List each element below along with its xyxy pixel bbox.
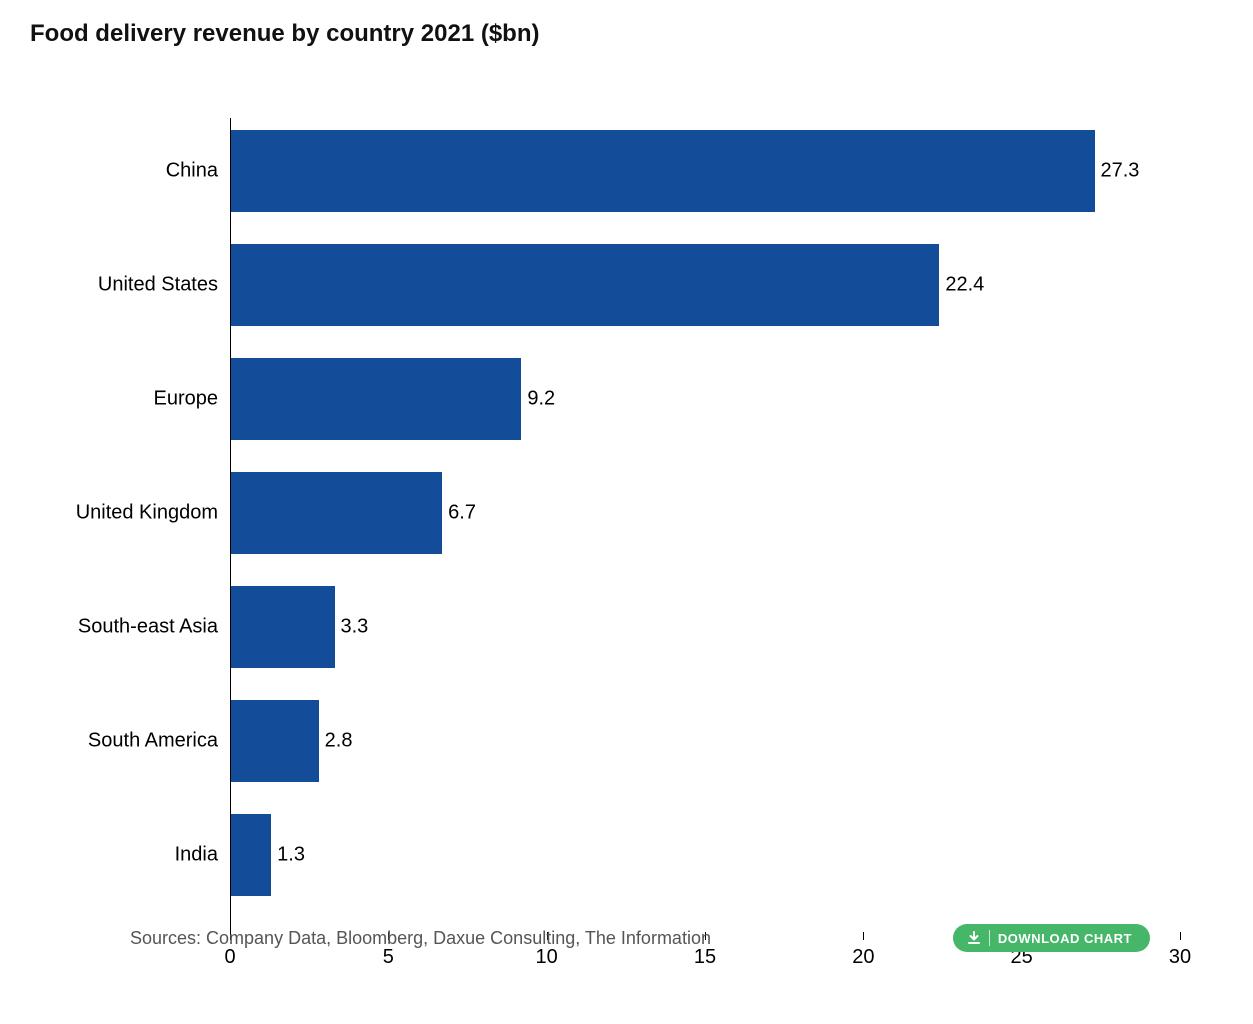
download-button-label: DOWNLOAD CHART xyxy=(998,931,1132,946)
bar-value-label: 27.3 xyxy=(1101,160,1140,183)
bar-value-label: 3.3 xyxy=(341,616,369,639)
button-divider xyxy=(989,930,990,946)
y-axis-label: United States xyxy=(30,274,218,297)
chart-plot-area: China 27.3 United States 22.4 Europe 9.2 Unite… xyxy=(30,68,1180,978)
y-axis-label: China xyxy=(30,160,218,183)
chart-title: Food delivery revenue by country 2021 ($… xyxy=(30,20,1203,48)
bar xyxy=(230,358,521,440)
y-axis-label: Europe xyxy=(30,388,218,411)
bar xyxy=(230,244,939,326)
chart-container: Food delivery revenue by country 2021 ($… xyxy=(0,0,1253,1024)
bar xyxy=(230,814,271,896)
y-axis-label: United Kingdom xyxy=(30,502,218,525)
bar-value-label: 22.4 xyxy=(945,274,984,297)
bar xyxy=(230,700,319,782)
bar xyxy=(230,130,1095,212)
y-axis-label: India xyxy=(30,844,218,867)
bar xyxy=(230,586,335,668)
download-chart-button[interactable]: DOWNLOAD CHART xyxy=(953,924,1150,952)
y-axis-label: South-east Asia xyxy=(30,616,218,639)
sources-text: Sources: Company Data, Bloomberg, Daxue … xyxy=(130,928,711,949)
bar-value-label: 6.7 xyxy=(448,502,476,525)
bar-value-label: 9.2 xyxy=(527,388,555,411)
bar xyxy=(230,472,442,554)
x-tick-label: 30 xyxy=(1169,946,1191,969)
bar-value-label: 1.3 xyxy=(277,844,305,867)
download-icon xyxy=(967,931,981,945)
x-tick xyxy=(1180,932,1181,940)
y-axis-label: South America xyxy=(30,730,218,753)
y-axis-line xyxy=(230,118,231,932)
chart-footer: Sources: Company Data, Bloomberg, Daxue … xyxy=(130,924,1150,952)
bar-value-label: 2.8 xyxy=(325,730,353,753)
